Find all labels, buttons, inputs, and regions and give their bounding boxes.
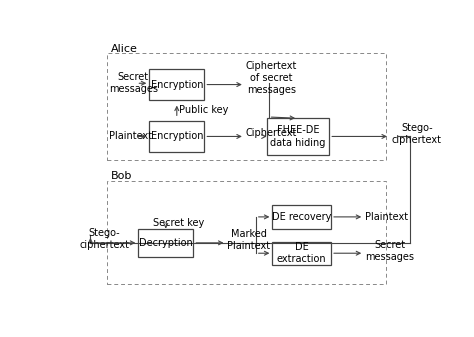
Text: Stego-
ciphertext: Stego- ciphertext [80, 228, 129, 250]
Text: FHEE-DE
data hiding: FHEE-DE data hiding [270, 125, 326, 148]
Text: Decryption: Decryption [139, 238, 192, 248]
Bar [267, 118, 329, 155]
Text: Stego-
ciphertext: Stego- ciphertext [392, 123, 442, 145]
Text: Bob: Bob [110, 171, 132, 181]
Bar [272, 205, 331, 228]
Bar [149, 121, 204, 152]
Text: Secret
messages: Secret messages [365, 240, 414, 262]
Text: Ciphertext
of secret
messages: Ciphertext of secret messages [246, 61, 297, 95]
Text: Secret key: Secret key [153, 218, 204, 228]
Text: Secret
messages: Secret messages [109, 72, 158, 94]
Text: DE recovery: DE recovery [272, 212, 331, 222]
Text: DE
extraction: DE extraction [277, 242, 327, 265]
Bar [149, 69, 204, 100]
Text: Alice: Alice [110, 44, 137, 54]
Text: Ciphertext: Ciphertext [246, 128, 297, 138]
Bar [272, 242, 331, 265]
Bar [138, 228, 193, 257]
Bar [107, 53, 386, 160]
Text: Public key: Public key [179, 105, 228, 115]
Text: Plaintext: Plaintext [109, 131, 152, 142]
Text: Encryption: Encryption [151, 80, 203, 90]
Text: Marked
Plaintext: Marked Plaintext [228, 228, 271, 251]
Text: Encryption: Encryption [151, 131, 203, 142]
Text: Plaintext: Plaintext [365, 212, 409, 222]
Bar [107, 181, 386, 284]
